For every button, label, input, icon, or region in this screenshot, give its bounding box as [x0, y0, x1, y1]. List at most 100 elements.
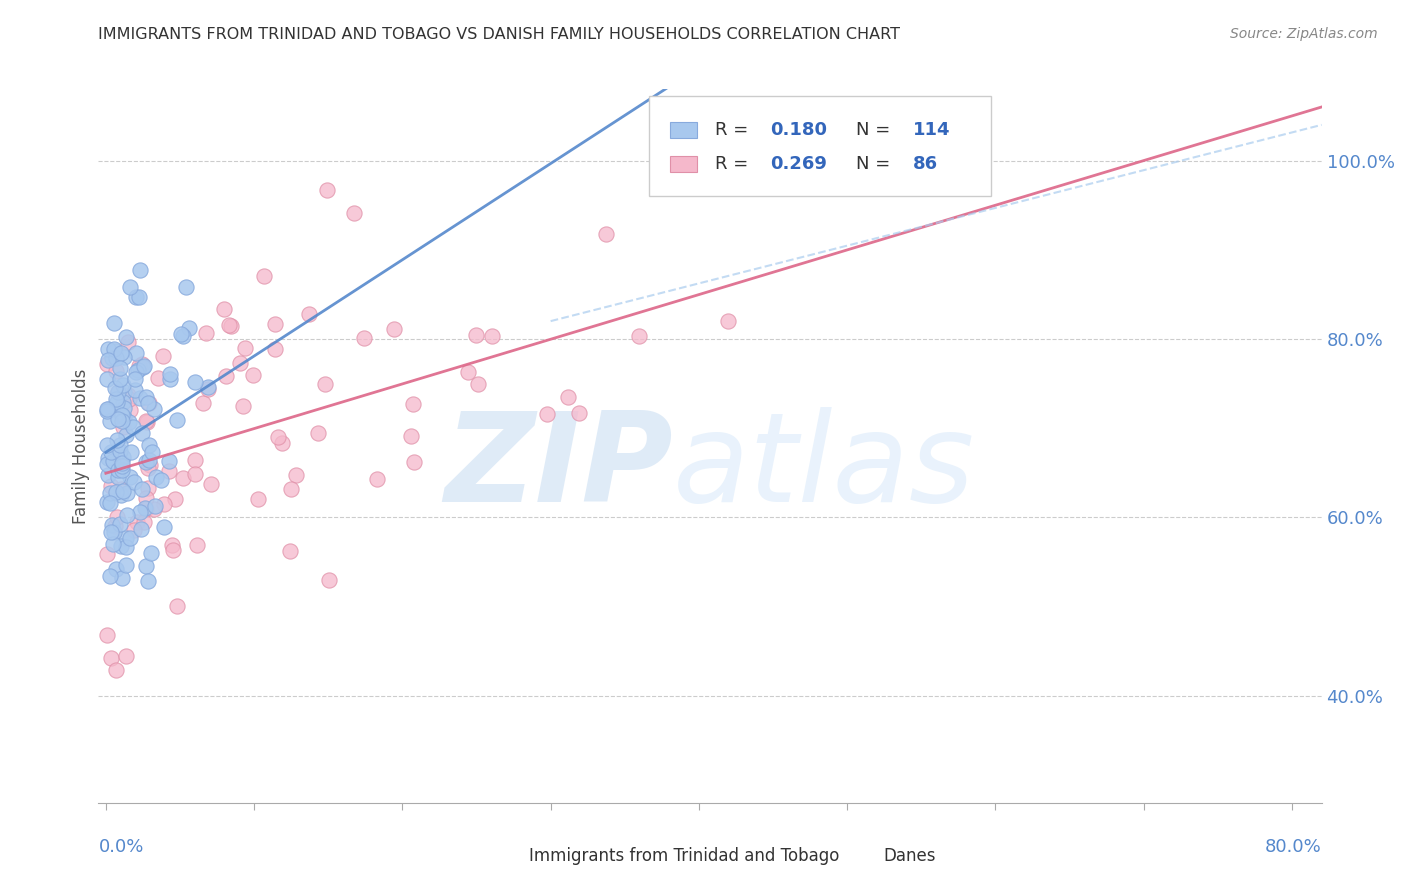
Point — [111, 395, 134, 409]
Point — [98, 496, 121, 510]
Point — [111, 408, 134, 422]
Point — [343, 206, 366, 220]
Point — [142, 501, 165, 516]
Text: Immigrants from Trinidad and Tobago: Immigrants from Trinidad and Tobago — [529, 847, 839, 865]
Point — [314, 376, 336, 391]
Point — [124, 372, 146, 386]
Point — [97, 353, 120, 368]
Point — [105, 663, 128, 677]
Point — [110, 482, 132, 496]
Point — [157, 454, 180, 468]
Point — [307, 425, 329, 440]
Point — [103, 524, 125, 539]
Point — [118, 280, 141, 294]
Point — [316, 183, 339, 197]
Point — [465, 327, 488, 342]
Point — [129, 522, 152, 536]
Point — [298, 307, 321, 321]
Point — [103, 316, 125, 330]
Point — [135, 414, 157, 428]
Point — [159, 367, 181, 381]
Point — [96, 547, 118, 561]
Point — [595, 227, 617, 241]
Point — [717, 314, 740, 328]
Point — [101, 351, 124, 365]
Point — [143, 499, 166, 513]
Point — [135, 491, 157, 505]
Point — [186, 538, 208, 552]
Text: Danes: Danes — [884, 847, 936, 865]
Point — [253, 268, 276, 283]
Point — [166, 412, 188, 426]
Point — [120, 470, 142, 484]
Point — [184, 452, 207, 467]
Point — [135, 390, 157, 404]
Point — [135, 559, 157, 574]
Point — [112, 483, 135, 498]
Point — [121, 420, 143, 434]
Point — [132, 515, 155, 529]
Point — [101, 517, 124, 532]
Point — [233, 341, 256, 355]
Point — [160, 538, 183, 552]
Point — [96, 402, 118, 417]
Point — [366, 472, 388, 486]
Point — [152, 349, 174, 363]
Point — [481, 329, 503, 343]
Point — [96, 357, 118, 371]
Point — [101, 537, 124, 551]
FancyBboxPatch shape — [856, 852, 872, 861]
Text: R =: R = — [714, 121, 754, 139]
Point — [162, 542, 184, 557]
Point — [117, 388, 139, 402]
Point — [110, 444, 132, 458]
Point — [104, 364, 127, 378]
Point — [96, 372, 118, 386]
Point — [120, 403, 142, 417]
Point — [114, 540, 136, 554]
Text: IMMIGRANTS FROM TRINIDAD AND TOBAGO VS DANISH FAMILY HOUSEHOLDS CORRELATION CHAR: IMMIGRANTS FROM TRINIDAD AND TOBAGO VS D… — [98, 27, 900, 42]
Point — [136, 415, 159, 429]
Point — [141, 445, 163, 459]
Point — [107, 412, 129, 426]
Point — [111, 414, 134, 428]
Point — [115, 649, 138, 664]
Point — [174, 280, 197, 294]
Point — [191, 396, 214, 410]
Point — [136, 461, 159, 475]
FancyBboxPatch shape — [669, 156, 696, 172]
Point — [115, 531, 138, 545]
Point — [169, 327, 191, 342]
Point — [115, 486, 138, 500]
Point — [105, 509, 128, 524]
Point — [153, 497, 176, 511]
Point — [112, 450, 135, 464]
Point — [212, 302, 235, 317]
FancyBboxPatch shape — [669, 122, 696, 137]
FancyBboxPatch shape — [502, 852, 517, 861]
Text: R =: R = — [714, 155, 754, 173]
Point — [96, 457, 118, 471]
Text: 114: 114 — [912, 121, 950, 139]
Point — [131, 482, 153, 496]
Point — [280, 544, 302, 558]
Point — [98, 486, 121, 500]
Point — [98, 569, 121, 583]
Point — [172, 329, 194, 343]
Point — [110, 539, 132, 553]
Point — [127, 362, 149, 376]
Point — [194, 326, 217, 340]
Point — [134, 500, 156, 515]
Point — [108, 372, 131, 386]
Point — [108, 437, 131, 451]
Point — [100, 524, 122, 539]
Point — [382, 322, 405, 336]
Point — [219, 318, 242, 333]
Point — [120, 445, 142, 459]
Point — [138, 574, 160, 589]
Point — [280, 483, 302, 497]
Point — [402, 397, 425, 411]
Point — [117, 415, 139, 429]
Point — [159, 372, 181, 386]
Point — [568, 406, 591, 420]
